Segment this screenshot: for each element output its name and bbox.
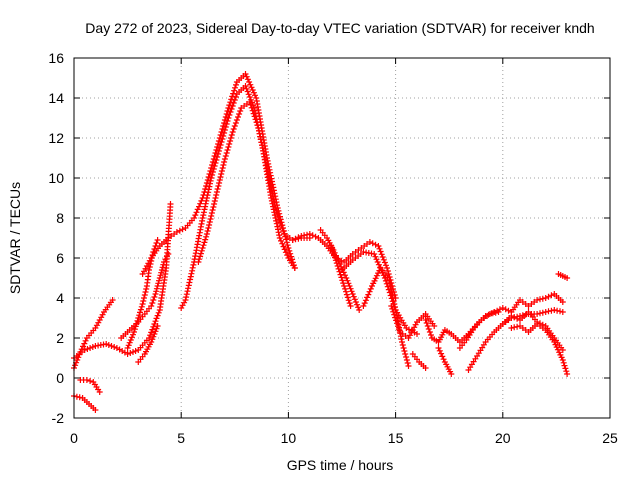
y-tick-label: 2 xyxy=(56,330,64,346)
y-tick-label: 12 xyxy=(48,130,64,146)
x-tick-label: 20 xyxy=(495,430,511,446)
series-track-m xyxy=(328,243,354,309)
x-tick-label: 5 xyxy=(177,430,185,446)
series-track-o xyxy=(360,265,412,369)
y-tick-label: -2 xyxy=(52,410,65,426)
x-tick-label: 25 xyxy=(602,430,618,446)
y-tick-label: 10 xyxy=(48,170,64,186)
series-track-p xyxy=(388,303,438,341)
y-tick-label: 0 xyxy=(56,370,64,386)
x-tick-label: 15 xyxy=(388,430,404,446)
series-track-v xyxy=(491,291,566,315)
y-tick-label: 14 xyxy=(48,90,64,106)
series-track-c xyxy=(71,393,99,413)
series-track-b xyxy=(77,377,103,395)
plot-frame xyxy=(73,57,611,419)
y-axis-ticks: -2 0 2 4 6 8 10 12 14 16 xyxy=(48,50,610,426)
series-track-y xyxy=(555,271,571,281)
grid-lines xyxy=(74,58,610,418)
chart-title: Day 272 of 2023, Sidereal Day-to-day VTE… xyxy=(85,20,594,36)
series-track-f xyxy=(124,237,161,351)
series-track-j xyxy=(195,99,313,265)
x-tick-label: 0 xyxy=(70,430,78,446)
data-points xyxy=(71,71,571,413)
series-track-g xyxy=(135,323,161,365)
y-tick-label: 6 xyxy=(56,250,64,266)
series-track-t xyxy=(456,309,502,351)
series-track-x xyxy=(508,321,571,377)
x-tick-label: 10 xyxy=(281,430,297,446)
y-tick-label: 16 xyxy=(48,50,64,66)
series-track-r xyxy=(409,351,429,371)
series-track-s xyxy=(435,345,455,377)
y-tick-label: 8 xyxy=(56,210,64,226)
series-track-a xyxy=(71,297,116,371)
y-axis-title: SDTVAR / TECUs xyxy=(7,182,23,294)
x-axis-title: GPS time / hours xyxy=(287,457,394,473)
y-tick-label: 4 xyxy=(56,290,64,306)
